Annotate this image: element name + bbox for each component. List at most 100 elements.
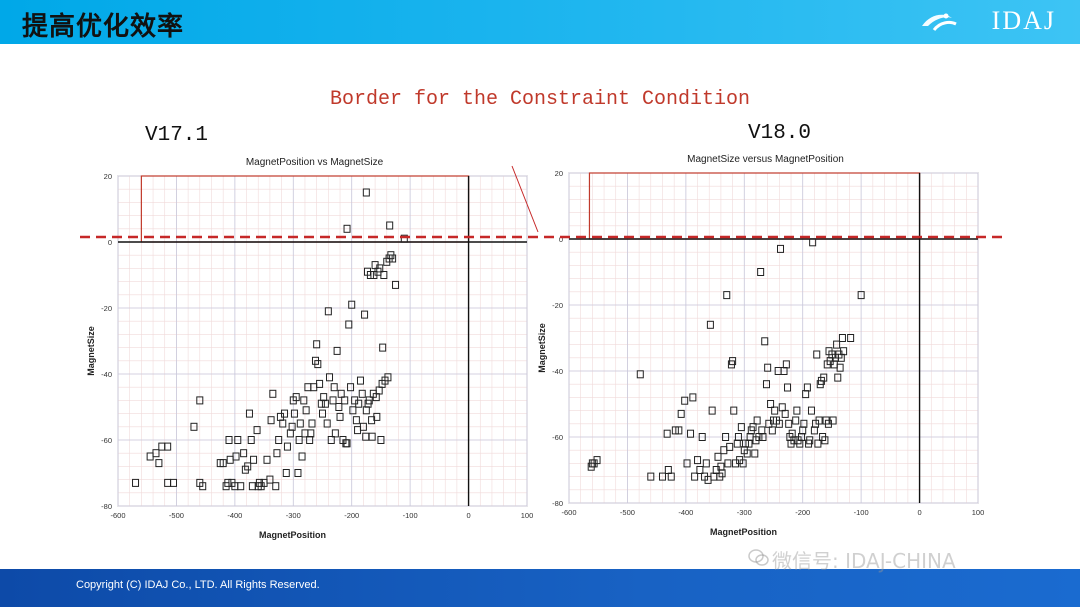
- data-point: [196, 396, 204, 405]
- data-point: [771, 406, 779, 415]
- data-point: [337, 389, 345, 398]
- y-tick-label: 20: [104, 172, 112, 181]
- x-tick-label: 100: [972, 508, 985, 517]
- data-point: [675, 426, 683, 435]
- data-point: [757, 268, 765, 276]
- data-point: [324, 307, 332, 316]
- x-tick-label: 100: [521, 511, 534, 520]
- data-point: [386, 221, 394, 230]
- wechat-icon: [748, 549, 769, 566]
- data-point: [857, 291, 865, 300]
- data-point: [691, 472, 699, 481]
- data-point: [319, 409, 326, 418]
- x-tick-label: -400: [227, 511, 242, 520]
- y-tick-label: -60: [552, 433, 563, 442]
- data-point: [333, 346, 341, 355]
- y-axis-label: MagnetSize: [86, 326, 96, 376]
- y-tick-label: -20: [101, 304, 112, 313]
- data-point: [734, 433, 742, 441]
- data-point: [687, 429, 695, 438]
- x-tick-label: -500: [620, 508, 635, 517]
- y-tick-label: -60: [101, 436, 112, 445]
- version-label-v18: V18.0: [748, 122, 812, 145]
- data-point: [834, 373, 842, 382]
- data-point: [263, 455, 271, 464]
- scatter-chart-2: -600 -500 -400 -300 -200 -100 0 100-80-60-40-20…: [537, 154, 984, 537]
- data-point: [281, 409, 289, 418]
- data-point: [343, 224, 351, 233]
- data-point: [232, 452, 240, 461]
- data-point: [683, 459, 691, 468]
- data-point: [336, 412, 344, 421]
- data-point: [777, 244, 785, 253]
- data-point: [814, 439, 822, 448]
- data-point: [724, 459, 732, 468]
- data-point: [377, 436, 385, 444]
- data-point: [250, 455, 258, 464]
- data-point: [282, 469, 290, 477]
- data-point: [784, 383, 792, 392]
- data-point: [302, 406, 310, 415]
- data-point: [348, 300, 356, 309]
- data-point: [245, 409, 253, 418]
- data-point: [593, 456, 601, 465]
- x-tick-label: -100: [854, 508, 869, 517]
- data-point: [362, 188, 370, 197]
- data-point: [793, 406, 801, 415]
- data-point: [323, 419, 331, 428]
- data-point: [347, 383, 355, 392]
- data-point: [341, 396, 349, 405]
- data-point: [767, 400, 775, 408]
- data-point: [741, 439, 749, 448]
- data-point: [267, 416, 275, 425]
- data-point: [714, 452, 722, 461]
- annotation-connector: [511, 165, 539, 233]
- data-point: [809, 238, 817, 247]
- data-point: [273, 449, 281, 458]
- data-point: [706, 320, 714, 329]
- data-point: [833, 340, 841, 349]
- data-point: [836, 363, 844, 372]
- data-point: [379, 343, 387, 352]
- footer-bar: [0, 569, 1080, 607]
- x-tick-label: -300: [286, 511, 301, 520]
- data-point: [345, 320, 353, 329]
- data-point: [838, 334, 846, 342]
- x-tick-label: -100: [403, 511, 418, 520]
- data-point: [792, 416, 800, 425]
- data-point: [352, 416, 360, 425]
- data-point: [658, 472, 666, 481]
- y-tick-label: -20: [552, 301, 563, 310]
- data-point: [636, 370, 644, 379]
- data-point: [190, 422, 198, 431]
- data-point: [234, 436, 242, 444]
- data-point: [279, 419, 287, 428]
- data-point: [152, 449, 160, 458]
- chart-title: MagnetSize versus MagnetPosition: [687, 154, 844, 165]
- data-point: [681, 396, 689, 405]
- data-point: [815, 416, 823, 425]
- header-bar: [0, 0, 1080, 44]
- data-point: [225, 436, 233, 444]
- charts-canvas: -600 -500 -400 -300 -200 -100 0 100-80-60-40-20…: [80, 154, 1008, 540]
- data-point: [840, 347, 848, 356]
- data-point: [380, 271, 388, 279]
- data-point: [298, 452, 306, 461]
- data-point: [290, 409, 298, 418]
- copyright-text: Copyright (C) IDAJ Co., LTD. All Rights …: [76, 579, 320, 591]
- data-point: [806, 436, 814, 445]
- constraint-subtitle: Border for the Constraint Condition: [329, 88, 751, 111]
- y-tick-label: 0: [108, 238, 112, 247]
- data-point: [283, 442, 291, 451]
- data-point: [295, 436, 303, 444]
- data-point: [335, 403, 343, 411]
- data-point: [296, 419, 304, 428]
- x-tick-label: -400: [678, 508, 693, 517]
- data-point: [331, 429, 339, 438]
- data-point: [155, 459, 163, 468]
- x-tick-label: -300: [737, 508, 752, 517]
- data-point: [219, 459, 227, 468]
- data-point: [349, 406, 357, 415]
- data-point: [329, 396, 337, 405]
- y-tick-label: 20: [555, 169, 563, 178]
